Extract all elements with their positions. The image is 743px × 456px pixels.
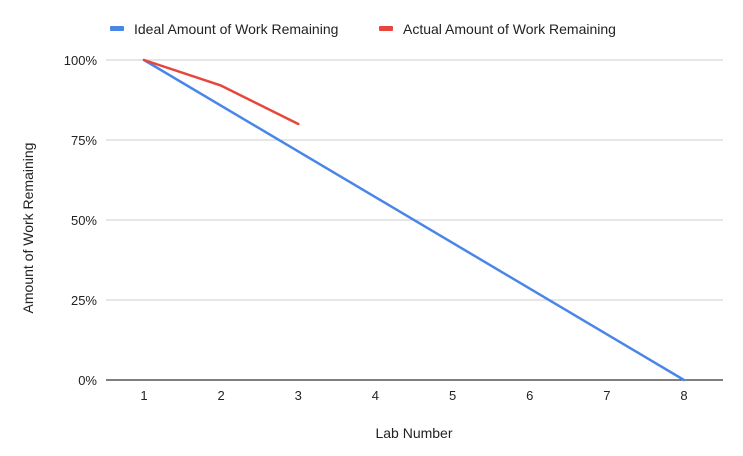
y-axis-ticks: 0% 25% 50% 75% 100% [64,53,98,388]
x-axis-ticks: 1 2 3 4 5 6 7 8 [140,388,687,403]
y-tick-label-50: 50% [71,213,97,228]
y-tick-label-100: 100% [64,53,98,68]
x-tick-label-4: 4 [372,388,379,403]
x-tick-label-3: 3 [295,388,302,403]
legend-swatch-2 [379,26,393,31]
y-tick-label-75: 75% [71,133,97,148]
x-tick-label-8: 8 [680,388,687,403]
legend-swatch-1 [110,26,124,31]
y-tick-label-0: 0% [78,373,97,388]
y-axis-title: Amount of Work Remaining [20,143,36,314]
legend-label-2: Actual Amount of Work Remaining [403,21,616,37]
x-tick-label-7: 7 [603,388,610,403]
legend: Ideal Amount of Work Remaining Actual Amo… [110,21,616,37]
legend-label-1: Ideal Amount of Work Remaining [134,21,338,37]
y-tick-label-25: 25% [71,293,97,308]
series-line-2 [142,58,300,126]
x-tick-label-6: 6 [526,388,533,403]
x-axis-title: Lab Number [375,425,452,441]
x-tick-label-1: 1 [140,388,147,403]
x-tick-label-2: 2 [218,388,225,403]
series-lines [142,58,686,382]
series-line-1 [142,58,686,382]
x-tick-label-5: 5 [449,388,456,403]
